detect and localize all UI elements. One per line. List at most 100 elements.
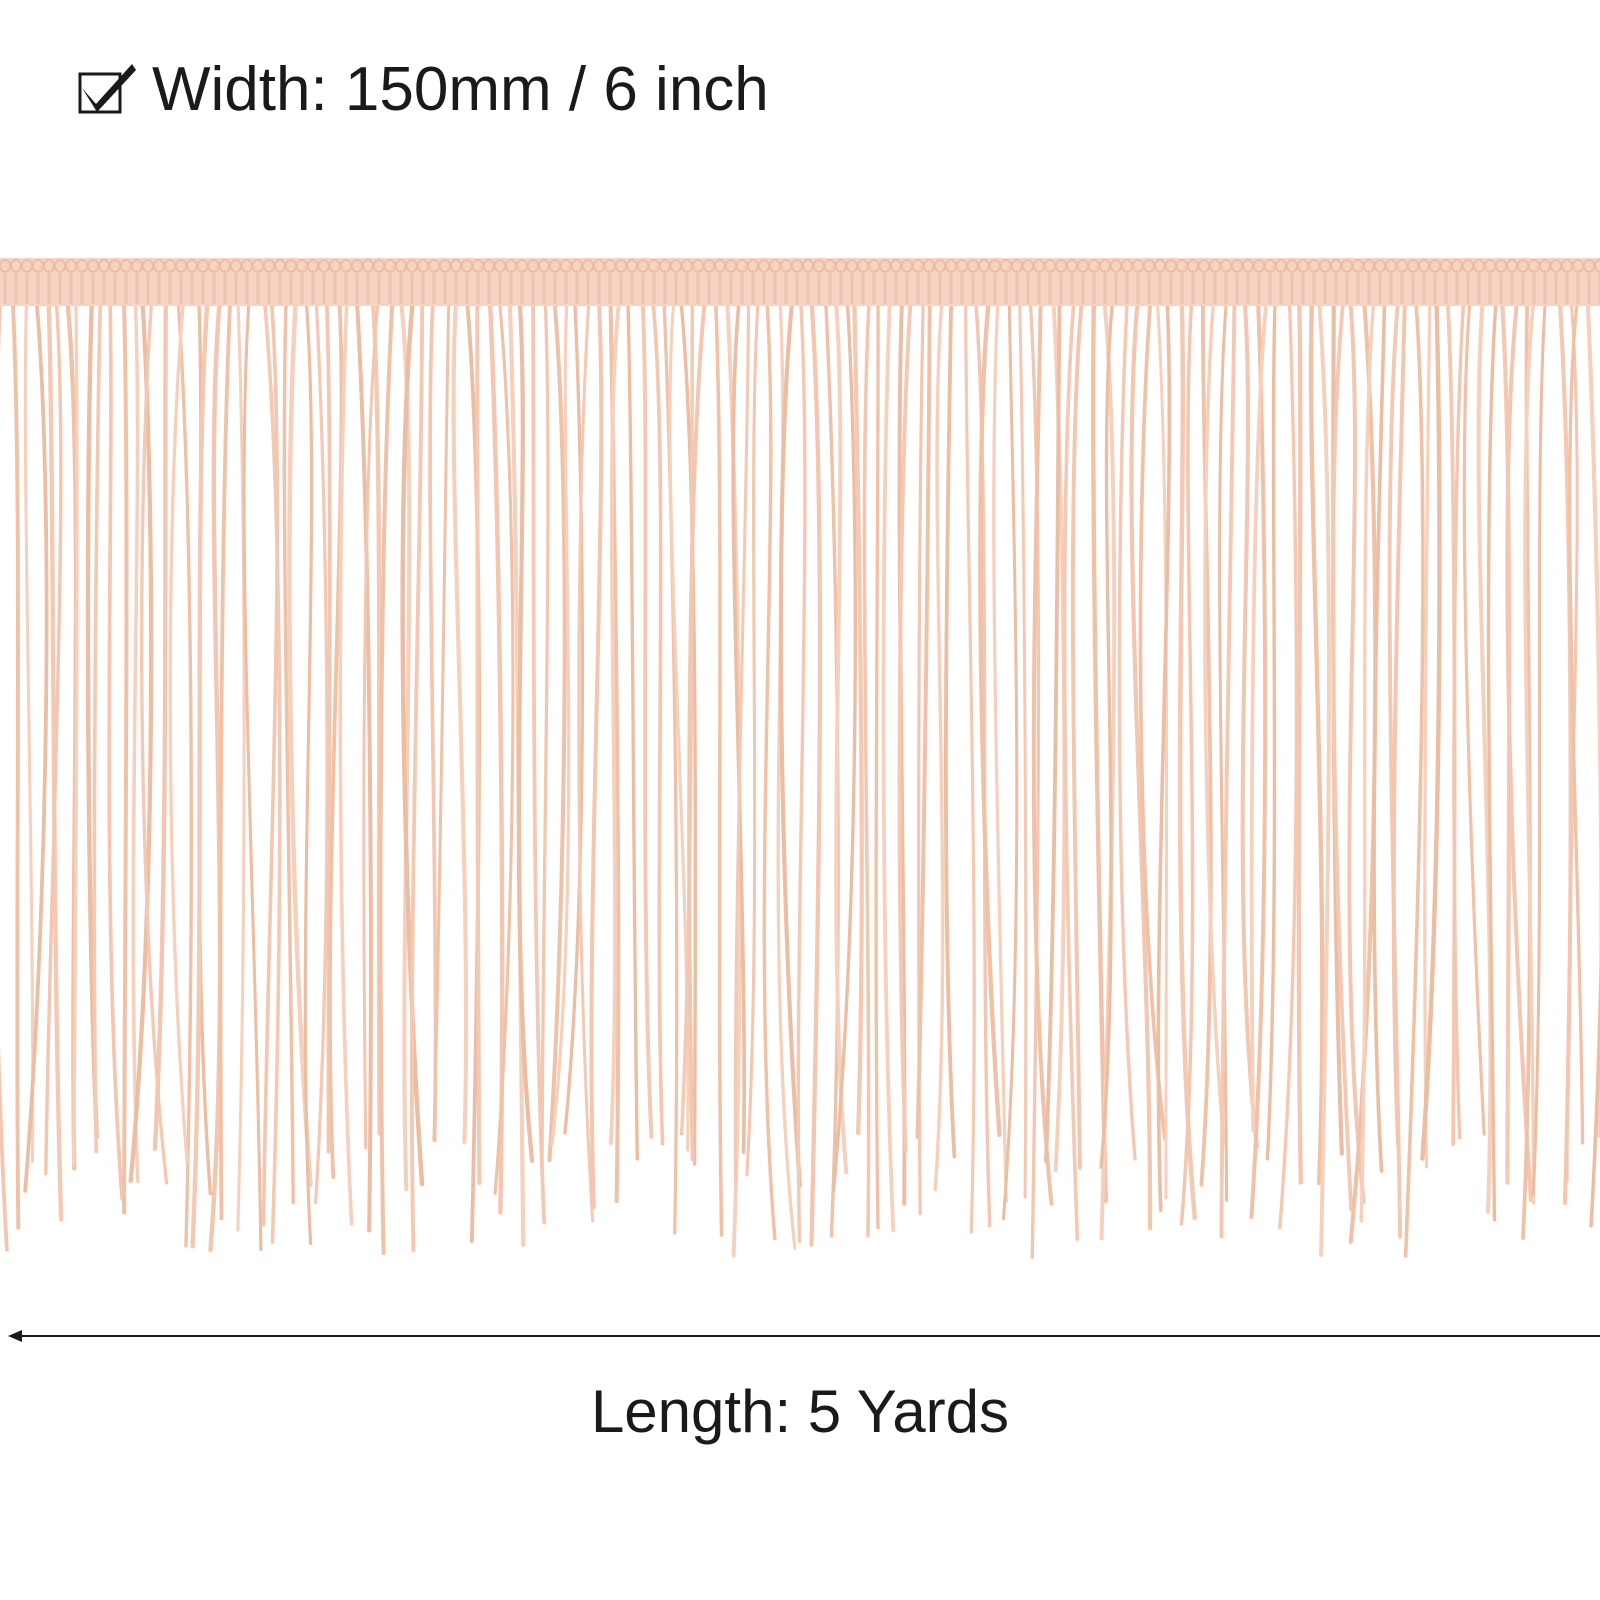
fringe-strand	[1308, 297, 1325, 1186]
fringe-strand	[409, 298, 425, 1253]
fringe-strand	[933, 298, 945, 1192]
fringe-strand	[831, 298, 857, 1193]
fringe-strand	[475, 297, 482, 1185]
fringe-strand	[1585, 297, 1600, 1138]
fringe-strand	[874, 298, 880, 1230]
fringe-strand	[23, 298, 35, 1164]
fringe-strand	[1589, 944, 1600, 1228]
fringe-strand	[1219, 298, 1237, 1239]
fringe-strand	[540, 298, 550, 1167]
fringe-strand	[1391, 298, 1407, 1148]
fringe-strand	[208, 297, 223, 1253]
fringe-strand	[176, 298, 193, 1248]
fringe-strand	[432, 298, 451, 1142]
fringe-strand	[218, 298, 233, 1221]
fringe-strand	[897, 298, 913, 1153]
fringe-strand	[314, 298, 329, 1205]
fringe-strand	[261, 298, 280, 1227]
fringe-strand	[1179, 298, 1195, 1226]
fringe-strand	[733, 298, 751, 1182]
fringe-strand	[531, 298, 547, 1225]
fringe-strand	[731, 298, 746, 1155]
fringe-strand	[547, 297, 567, 1163]
fringe-strand	[608, 298, 622, 1145]
fringe-strand	[1372, 298, 1387, 1173]
fringe-strand	[1028, 298, 1041, 1260]
fringe-strand	[451, 297, 469, 1144]
width-label: Width: 150mm / 6 inch	[152, 55, 769, 124]
fringe-strand	[1462, 298, 1486, 1136]
fringe-strand	[1156, 298, 1172, 1212]
fringe-strand	[242, 298, 263, 1251]
fringe-strand	[1523, 298, 1536, 1205]
fringe-strand	[121, 297, 129, 1215]
fringe-strand	[168, 298, 189, 1164]
fringe-strand	[1278, 298, 1299, 1230]
fringe-strand	[1129, 297, 1153, 1231]
fringe-strand	[493, 298, 515, 1195]
fringe-strand	[44, 298, 63, 1176]
fringe-strand	[23, 298, 49, 1193]
check-icon	[78, 64, 136, 114]
fringe-strand	[131, 298, 140, 1184]
fringe-strand	[1531, 298, 1547, 1197]
fringe-strand	[1117, 298, 1137, 1161]
fringe-strand	[400, 297, 425, 1187]
fringe-strand	[152, 297, 168, 1151]
fringe-strand	[1265, 298, 1277, 1161]
fringe-strand	[651, 298, 665, 1146]
fringe-strand	[640, 298, 654, 1139]
fringe-strand	[46, 297, 64, 1222]
fringe-strand	[762, 298, 777, 1241]
fringe-strand	[745, 298, 760, 1177]
fringe-strand	[881, 298, 896, 1233]
fringe-strand	[1177, 297, 1197, 1221]
fringe-strand	[978, 297, 1002, 1138]
fringe-strand	[809, 297, 823, 1247]
fringe-strand	[287, 297, 313, 1188]
arrow-head	[8, 1330, 22, 1342]
fringe-strand	[776, 298, 797, 1250]
fringe-strand	[1486, 298, 1498, 1222]
fringe-strand	[943, 298, 957, 1159]
fringe-band	[0, 258, 1600, 306]
fringe-strand	[1044, 298, 1062, 1164]
band-loop	[1594, 259, 1600, 273]
fringe-strand	[362, 298, 380, 1150]
fringe-strand	[140, 298, 169, 1185]
fringe-strand	[516, 297, 535, 1164]
fringe-strand	[1018, 298, 1028, 1199]
fringe-strand	[1568, 298, 1585, 1145]
fringe-strand	[1317, 298, 1331, 1257]
fringe-strand	[1505, 298, 1533, 1202]
fringe-strand	[282, 298, 295, 1205]
fringe-strand	[713, 298, 724, 1237]
fringe-strand	[1240, 297, 1260, 1149]
checkbox	[78, 72, 122, 114]
fringe-strand	[577, 298, 595, 1223]
fringe-strand	[796, 298, 807, 1244]
check-mark	[82, 64, 136, 112]
fringe	[0, 258, 1600, 1260]
fringe-strand	[1099, 298, 1115, 1169]
fringe-strand	[1420, 297, 1442, 1161]
fringe-strand	[338, 298, 354, 1226]
fringe-strand	[107, 298, 125, 1201]
fringe-strand	[662, 298, 679, 1235]
fringe-strand	[915, 298, 932, 1139]
fringe-strand	[1403, 298, 1425, 1258]
fringe-strand	[1199, 298, 1213, 1187]
fringe-strand	[92, 298, 103, 1154]
fringe-strand	[862, 298, 871, 1238]
fringe-strand	[190, 297, 210, 1249]
fringe-strand	[833, 298, 849, 1175]
fringe-strand	[378, 297, 395, 1255]
fringe-strand	[10, 298, 21, 1230]
fringe-strand	[354, 297, 373, 1233]
fringe-strand	[1359, 298, 1376, 1223]
fringe-strand	[679, 298, 698, 1166]
fringe-strand	[328, 298, 344, 1180]
fringe-strand	[778, 297, 802, 1188]
fringe-strand	[71, 298, 79, 1168]
